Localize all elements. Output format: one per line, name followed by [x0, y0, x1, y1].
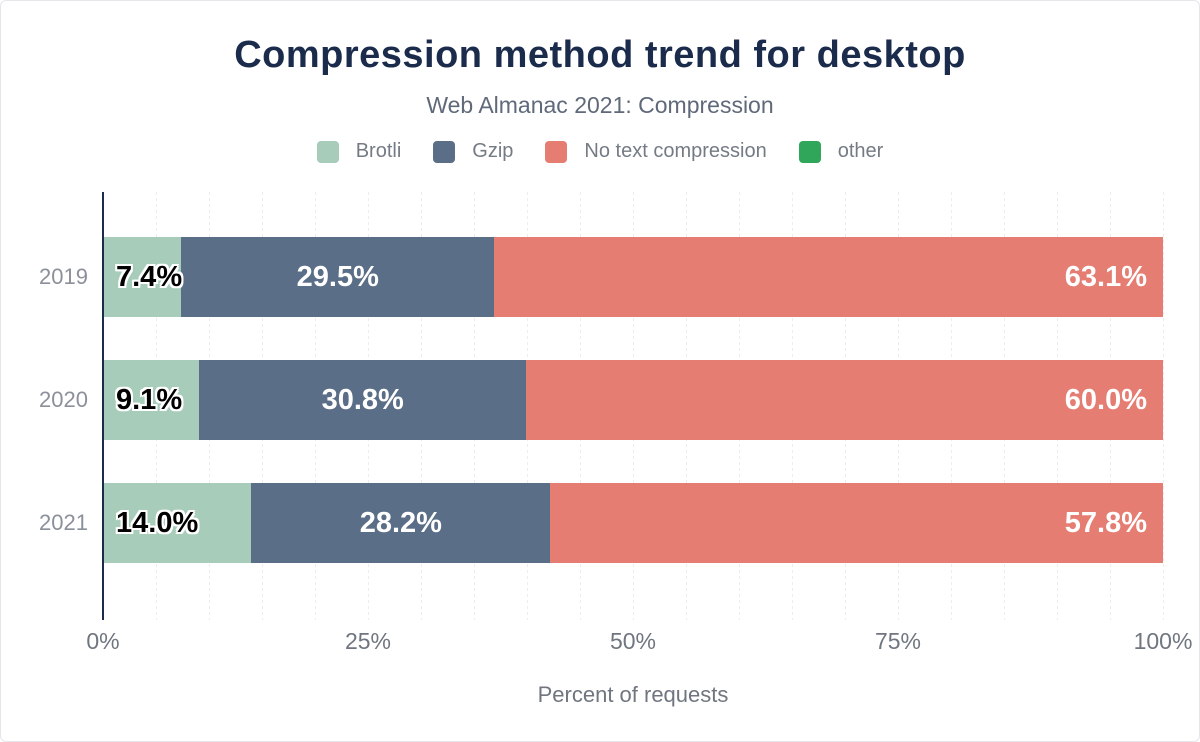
- bar-segment-gzip-2020[interactable]: 30.8%: [199, 360, 526, 440]
- x-tick-label: 50%: [609, 628, 657, 654]
- x-axis-ticks: 0% 25% 50% 75% 100%: [86, 628, 1192, 654]
- bar-row-2019: 2019 7.4% 29.5% 63.1%: [39, 237, 1163, 317]
- bar-segment-brotli-2020[interactable]: 9.1%: [103, 360, 200, 440]
- bar-value-label: 57.8%: [1064, 506, 1147, 539]
- bar-value-label: 30.8%: [321, 383, 404, 416]
- bar-segment-no-text-compression-2021[interactable]: 57.8%: [550, 483, 1163, 563]
- legend-item-brotli: Brotli: [316, 140, 402, 163]
- x-tick-label: 25%: [344, 628, 392, 654]
- y-axis-label: 2021: [39, 510, 88, 535]
- bar-rows: 2019 7.4% 29.5% 63.1% 2020 9.1% 30.8% 60.0% 2021…: [39, 192, 1163, 620]
- y-axis-label: 2020: [39, 387, 88, 412]
- bar-segment-gzip-2019[interactable]: 29.5%: [181, 237, 495, 317]
- x-tick-label: 75%: [874, 628, 922, 654]
- legend-item-gzip: Gzip: [433, 140, 513, 163]
- bar-value-label: 63.1%: [1064, 260, 1147, 293]
- bar-segment-no-text-compression-2020[interactable]: 60.0%: [525, 360, 1163, 440]
- bar-value-label: 14.0%: [116, 506, 199, 539]
- legend-label: No text compression: [584, 140, 767, 162]
- chart-title: Compression method trend for desktop: [234, 34, 966, 76]
- chart-subtitle: Web Almanac 2021: Compression: [426, 92, 774, 118]
- bar-value-label: 60.0%: [1064, 383, 1147, 416]
- bar-value-label: 28.2%: [359, 506, 442, 539]
- bar-segment-brotli-2021[interactable]: 14.0%: [103, 483, 252, 563]
- bar-segment-no-text-compression-2019[interactable]: 63.1%: [494, 237, 1163, 317]
- legend-swatch-brotli: [316, 140, 339, 163]
- legend-item-other: other: [798, 140, 884, 163]
- legend-label: Gzip: [472, 140, 514, 162]
- x-tick-label: 0%: [86, 628, 120, 654]
- plot-area: 2019 7.4% 29.5% 63.1% 2020 9.1% 30.8% 60.0% 2021…: [39, 192, 1192, 707]
- bar-value-label: 9.1%: [116, 383, 183, 416]
- y-axis-line: [102, 192, 104, 620]
- bar-segment-gzip-2021[interactable]: 28.2%: [251, 483, 551, 563]
- legend-swatch-other: [798, 140, 821, 163]
- bar-value-label: 7.4%: [116, 260, 183, 293]
- gridline: [1163, 192, 1164, 620]
- legend-item-no-text-compression: No text compression: [545, 140, 767, 163]
- x-tick-label: 100%: [1133, 628, 1193, 654]
- y-axis-label: 2019: [39, 264, 88, 289]
- bar-row-2021: 2021 14.0% 28.2% 57.8%: [39, 483, 1163, 563]
- bar-row-2020: 2020 9.1% 30.8% 60.0%: [39, 360, 1163, 440]
- x-axis-title: Percent of requests: [537, 682, 729, 707]
- legend-swatch-no-text-compression: [545, 140, 568, 163]
- legend-label: other: [837, 140, 884, 162]
- legend-swatch-gzip: [433, 140, 456, 163]
- legend: Brotli Gzip No text compression other: [0, 140, 1200, 163]
- bar-segment-brotli-2019[interactable]: 7.4%: [103, 237, 183, 317]
- legend-label: Brotli: [355, 140, 402, 162]
- bar-value-label: 29.5%: [296, 260, 379, 293]
